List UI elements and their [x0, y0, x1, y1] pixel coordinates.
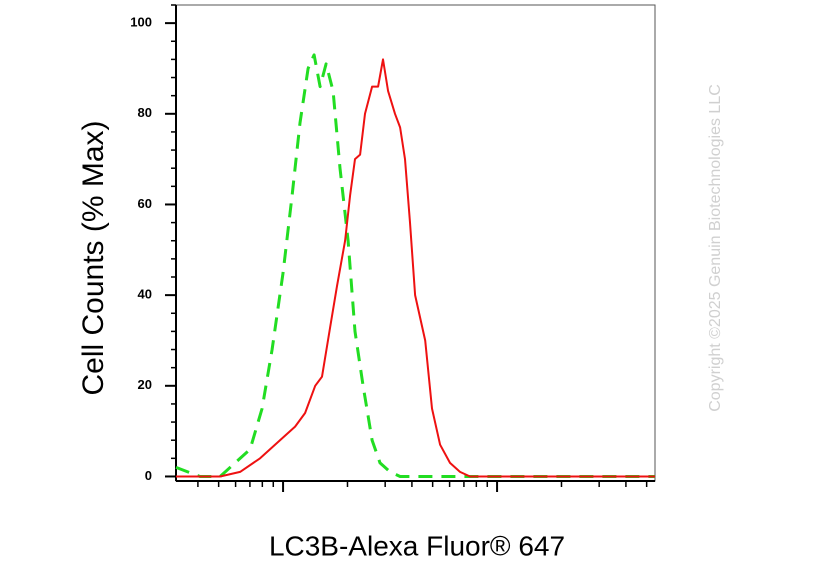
x-axis-label: LC3B-Alexa Fluor® 647	[269, 530, 565, 561]
y-tick-label: 100	[130, 15, 152, 30]
copyright: Copyright ©2025 Genuin Biotechnologies L…	[707, 84, 724, 412]
y-tick-label: 40	[138, 287, 152, 302]
y-tick-label: 60	[138, 196, 152, 211]
plot-frame	[175, 4, 656, 482]
series-line	[175, 53, 655, 478]
series-line	[176, 58, 655, 478]
y-axis-label: Cell Counts (% Max)	[77, 120, 110, 395]
y-tick-label: 80	[138, 105, 152, 120]
y-tick-label: 20	[138, 377, 152, 392]
y-tick-label: 0	[145, 468, 152, 483]
